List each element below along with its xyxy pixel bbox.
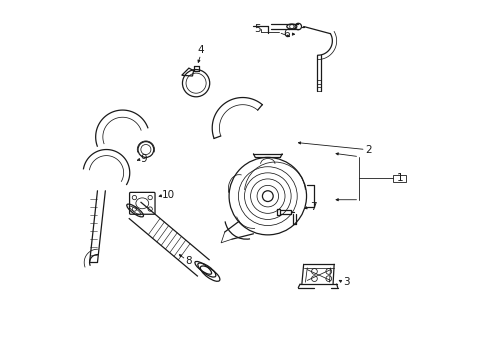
Text: 2: 2 (364, 144, 371, 154)
Bar (392, 175, 405, 182)
Text: 4: 4 (197, 45, 203, 55)
Text: 8: 8 (185, 256, 192, 266)
Text: 3: 3 (342, 277, 348, 287)
Text: 10: 10 (161, 190, 174, 200)
Text: 5: 5 (253, 24, 260, 35)
Circle shape (262, 191, 273, 202)
Text: 1: 1 (396, 173, 403, 183)
Text: 7: 7 (310, 202, 316, 212)
Text: 9: 9 (140, 154, 146, 164)
Text: 6: 6 (283, 29, 289, 39)
